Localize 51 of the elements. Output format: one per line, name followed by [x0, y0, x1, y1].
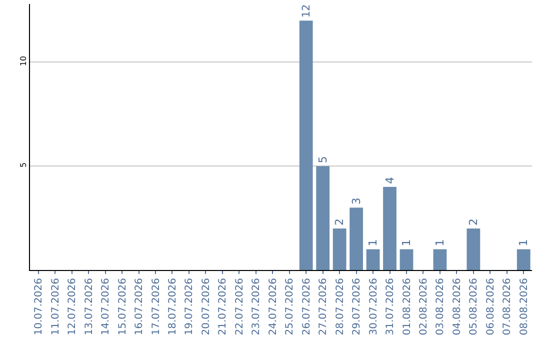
x-tick-label: 31.07.2026 — [385, 278, 396, 336]
bar — [400, 249, 414, 270]
bar — [316, 166, 330, 270]
y-tick-label: 10 — [18, 56, 28, 66]
data-label: 5 — [316, 156, 330, 164]
data-label: 12 — [300, 4, 312, 18]
x-tick-label: 02.08.2026 — [418, 278, 430, 336]
bar — [299, 20, 313, 270]
x-tick-label: 23.07.2026 — [251, 278, 262, 336]
x-tick-label: 08.08.2026 — [518, 278, 530, 336]
x-tick-label: 15.07.2026 — [117, 278, 128, 336]
x-tick-label: 25.07.2026 — [284, 278, 296, 336]
x-tick-label: 22.07.2026 — [234, 278, 246, 336]
x-tick-label: 16.07.2026 — [134, 278, 146, 336]
data-label: 1 — [517, 239, 530, 246]
x-tick-label: 21.07.2026 — [218, 278, 229, 336]
data-label: 1 — [400, 239, 413, 246]
data-label: 1 — [433, 239, 446, 246]
bar — [466, 228, 480, 270]
x-tick-label: 14.07.2026 — [100, 278, 112, 336]
bar — [332, 228, 346, 270]
bar — [383, 186, 396, 270]
x-tick-label: 10.07.2026 — [34, 278, 45, 336]
x-tick-label: 28.07.2026 — [334, 278, 346, 336]
x-tick-label: 05.08.2026 — [468, 278, 480, 336]
x-tick-label: 17.07.2026 — [150, 278, 162, 336]
x-tick-label: 06.08.2026 — [485, 278, 496, 336]
bar — [433, 249, 447, 270]
data-label: 2 — [466, 218, 480, 226]
bar — [366, 249, 380, 270]
x-tick-label: 20.07.2026 — [200, 278, 212, 336]
data-label: 3 — [350, 198, 363, 205]
x-tick-label: 30.07.2026 — [368, 278, 380, 336]
x-tick-label: 07.08.2026 — [502, 278, 514, 336]
x-tick-label: 12.07.2026 — [67, 278, 78, 336]
x-tick-label: 24.07.2026 — [268, 278, 279, 336]
x-tick-label: 01.08.2026 — [402, 278, 413, 336]
x-tick-label: 19.07.2026 — [184, 278, 196, 336]
x-tick-label: 29.07.2026 — [352, 278, 363, 336]
bar — [350, 208, 363, 270]
x-tick-label: 26.07.2026 — [301, 278, 312, 336]
x-tick-label: 04.08.2026 — [452, 278, 463, 336]
data-label: 2 — [333, 218, 346, 226]
x-tick-label: 27.07.2026 — [318, 278, 330, 336]
x-tick-label: 18.07.2026 — [167, 278, 178, 336]
x-tick-label: 13.07.2026 — [84, 278, 95, 336]
x-tick-label: 03.08.2026 — [435, 278, 446, 336]
data-label: 1 — [366, 239, 380, 246]
bar — [516, 249, 530, 270]
x-tick-label: 11.07.2026 — [50, 278, 62, 336]
data-label: 4 — [383, 176, 396, 184]
